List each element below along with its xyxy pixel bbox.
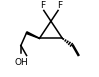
- Polygon shape: [26, 32, 40, 38]
- Text: F: F: [57, 1, 62, 10]
- Text: F: F: [40, 1, 45, 10]
- Text: OH: OH: [14, 58, 28, 67]
